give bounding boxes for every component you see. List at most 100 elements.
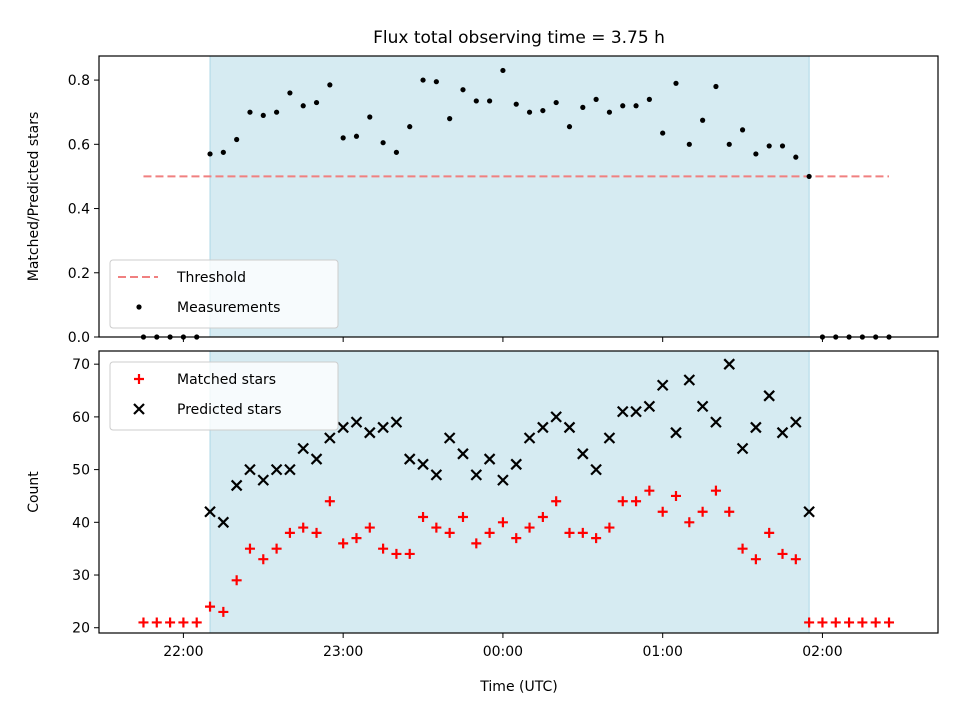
- predicted-stars-point: [470, 469, 483, 481]
- measurements-point: [300, 103, 306, 109]
- matched-stars-point: [857, 617, 868, 628]
- legend-predicted-swatch: [133, 403, 145, 415]
- measurements-point: [340, 135, 346, 141]
- matched-stars-point: [244, 543, 255, 554]
- matched-stars-point: [511, 533, 522, 544]
- predicted-stars-point: [337, 421, 349, 434]
- measurements-point: [367, 114, 373, 120]
- measurements-point: [713, 83, 719, 90]
- measurements-point: [380, 140, 386, 146]
- legend-matched-swatch: [134, 374, 144, 384]
- matched-stars-point: [524, 522, 535, 533]
- matched-stars-point: [830, 617, 841, 628]
- matched-stars-point: [764, 527, 775, 538]
- measurements-point: [313, 99, 320, 106]
- measurements-point: [806, 173, 812, 180]
- measurements-point: [739, 127, 746, 133]
- matched-stars-point: [444, 527, 455, 538]
- matched-stars-point: [138, 617, 149, 628]
- measurements-point: [700, 117, 706, 123]
- measurements-point: [593, 96, 599, 102]
- predicted-stars-point: [577, 448, 589, 460]
- legend-label: Measurements: [177, 300, 280, 316]
- matched-stars-point: [205, 601, 216, 612]
- measurements-point: [646, 96, 652, 102]
- measurements-point: [633, 103, 639, 109]
- predicted-stars-point: [297, 442, 309, 455]
- predicted-stars-point: [776, 426, 789, 439]
- measurements-point: [260, 112, 266, 119]
- predicted-stars-point: [630, 405, 642, 418]
- matched-stars-point: [817, 617, 828, 628]
- legend-label: Threshold: [176, 270, 246, 286]
- predicted-stars-point: [736, 442, 749, 455]
- axes-frame: [98, 55, 939, 338]
- predicted-stars-point: [257, 474, 270, 486]
- measurements-point: [247, 109, 253, 115]
- matched-stars-point: [324, 496, 335, 507]
- matched-stars-point: [418, 512, 429, 523]
- measurements-point: [407, 124, 413, 130]
- matched-stars-point: [178, 617, 189, 628]
- predicted-stars-point: [217, 516, 230, 529]
- matched-stars-point: [471, 538, 482, 549]
- matched-stars-point: [431, 522, 442, 533]
- predicted-stars-point: [523, 432, 536, 444]
- top-panel-ratio: 0.0 0.2 0.4 0.6 0.8 Matched/Predicted stars Th…: [26, 55, 939, 346]
- y-tick-label: 0.0: [68, 330, 90, 346]
- y-tick-label: 60: [72, 410, 90, 426]
- x-tick-label: 01:00: [643, 644, 683, 660]
- y-tick-label: 70: [72, 357, 90, 373]
- x-tick-label: 23:00: [323, 644, 363, 660]
- y-tick-label: 40: [72, 515, 90, 531]
- matched-stars-point: [644, 485, 655, 496]
- predicted-stars-point: [244, 463, 256, 476]
- matched-stars-point: [298, 522, 309, 533]
- predicted-stars-point: [483, 453, 496, 465]
- measurements-point: [553, 99, 559, 106]
- matched-stars-point: [351, 533, 362, 544]
- legend-measurements-swatch: [136, 304, 142, 310]
- predicted-stars-point: [590, 463, 602, 476]
- measurements-point: [726, 141, 732, 147]
- predicted-stars-point: [696, 400, 709, 413]
- legend-label: Predicted stars: [177, 402, 282, 418]
- matched-stars-point: [737, 543, 748, 554]
- matched-stars-point: [777, 548, 788, 559]
- y-tick-label: 0.6: [68, 137, 90, 153]
- predicted-stars-point: [364, 426, 376, 439]
- predicted-stars-point: [443, 432, 456, 444]
- measurements-point: [273, 109, 280, 115]
- matched-stars-point: [617, 496, 628, 507]
- y-tick-label: 0.4: [68, 202, 90, 218]
- matched-stars-point: [378, 543, 389, 554]
- predicted-stars-point: [270, 463, 283, 476]
- matched-stars-point: [790, 554, 801, 565]
- predicted-stars-point: [284, 463, 296, 476]
- legend-box: [109, 361, 339, 431]
- matched-stars-point: [684, 517, 695, 528]
- y-tick-label: 0.2: [68, 266, 90, 282]
- predicted-stars-point: [310, 453, 323, 465]
- matched-stars-point: [311, 527, 322, 538]
- predicted-stars-point: [204, 505, 216, 518]
- measurements-point: [447, 116, 453, 122]
- measurements-point: [620, 103, 626, 109]
- measurements-point: [207, 151, 213, 157]
- measurements-point: [433, 79, 439, 85]
- matched-stars-point: [271, 543, 282, 554]
- predicted-stars-point: [537, 421, 549, 434]
- matched-stars-point: [804, 617, 815, 628]
- matched-stars-point: [670, 490, 681, 501]
- predicted-stars-point: [430, 469, 443, 481]
- y-tick-label: 20: [72, 621, 90, 637]
- y-tick-label: 30: [72, 568, 90, 584]
- predicted-stars-point: [550, 411, 562, 423]
- matched-stars-point: [391, 548, 402, 559]
- measurements-point: [526, 109, 533, 115]
- measurements-point: [473, 98, 479, 104]
- predicted-stars-point: [563, 421, 576, 434]
- axes-frame: [98, 350, 939, 634]
- measurements-point: [606, 109, 613, 115]
- matched-stars-point: [577, 527, 588, 538]
